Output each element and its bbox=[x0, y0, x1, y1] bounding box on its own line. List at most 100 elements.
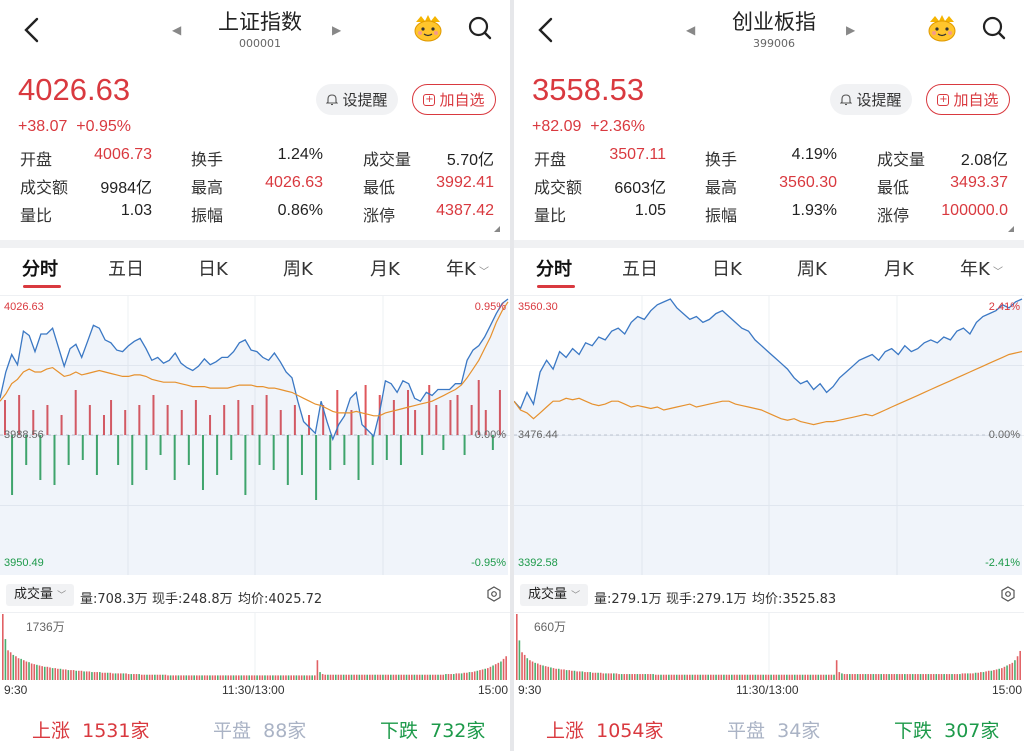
mascot-icon[interactable] bbox=[412, 14, 444, 42]
volume-bar bbox=[730, 674, 733, 680]
add-watchlist-button[interactable]: + 加自选 bbox=[412, 84, 496, 115]
stats-row: 开盘 3507.11 换手 4.19% 成交量 2.08亿 bbox=[514, 146, 1024, 172]
volume-bar bbox=[240, 675, 243, 680]
back-icon[interactable] bbox=[534, 16, 560, 44]
prev-index-arrow-icon[interactable]: ◀ bbox=[686, 23, 696, 37]
volume-bar bbox=[641, 674, 644, 680]
stat-value: 2.08亿 bbox=[960, 152, 1008, 169]
volume-bar bbox=[668, 674, 670, 680]
back-icon[interactable] bbox=[20, 16, 46, 44]
volume-chart[interactable]: 660万 bbox=[514, 612, 1024, 682]
intraday-chart[interactable]: 3560.30 3476.44 3392.58 2.41% 0.00% -2.41% bbox=[514, 295, 1024, 576]
volume-bar bbox=[332, 674, 334, 680]
next-index-arrow-icon[interactable]: ▶ bbox=[846, 23, 856, 37]
prev-index-arrow-icon[interactable]: ◀ bbox=[172, 23, 182, 37]
volume-bar bbox=[80, 670, 83, 680]
volume-bar bbox=[494, 664, 497, 680]
volume-bar bbox=[206, 675, 209, 680]
breadth-bar bbox=[216, 435, 219, 475]
add-watchlist-button[interactable]: + 加自选 bbox=[926, 84, 1010, 115]
volume-bar bbox=[775, 674, 778, 680]
volume-bar bbox=[279, 675, 282, 680]
index-code: 399006 bbox=[753, 37, 795, 50]
volume-bar bbox=[264, 675, 266, 680]
volume-bar bbox=[193, 675, 195, 680]
volume-bar bbox=[88, 671, 91, 680]
mascot-icon[interactable] bbox=[926, 14, 958, 42]
volume-bar bbox=[888, 674, 890, 680]
axis-label-top-left: 3560.30 bbox=[518, 301, 558, 313]
next-index-arrow-icon[interactable]: ▶ bbox=[332, 23, 342, 37]
volume-bar bbox=[135, 674, 138, 680]
search-icon[interactable] bbox=[467, 15, 493, 41]
volume-bar bbox=[15, 656, 17, 680]
decliners-count: 732家 bbox=[430, 720, 486, 742]
volume-bar bbox=[340, 674, 342, 680]
gear-icon[interactable] bbox=[1000, 586, 1016, 602]
set-alert-button[interactable]: 设提醒 bbox=[316, 84, 398, 115]
expand-corner-icon[interactable] bbox=[1008, 226, 1014, 232]
volume-bar bbox=[827, 674, 830, 680]
volume-bar bbox=[9, 652, 12, 680]
volume-bar bbox=[387, 674, 389, 680]
volume-bar bbox=[64, 669, 67, 680]
tab-1[interactable]: 五日 bbox=[108, 259, 144, 280]
volume-bar bbox=[46, 666, 49, 680]
volume-bar bbox=[28, 662, 30, 680]
volume-selector[interactable]: 成交量 ﹀ bbox=[520, 584, 589, 606]
volume-bar bbox=[822, 674, 825, 680]
chart-period-tabs: 分时 五日 日K 周K 月K 年K ﹀ bbox=[0, 255, 510, 285]
search-icon[interactable] bbox=[981, 15, 1007, 41]
gear-icon[interactable] bbox=[486, 586, 502, 602]
volume-bar bbox=[607, 673, 610, 680]
stat-label: 最高 bbox=[191, 178, 224, 197]
volume-bar bbox=[51, 668, 54, 680]
tab-0[interactable]: 分时 bbox=[22, 259, 58, 280]
volume-bar bbox=[615, 673, 618, 680]
volume-bar bbox=[237, 675, 240, 680]
volume-bar bbox=[272, 675, 274, 680]
price-change: +38.07 +0.95% bbox=[18, 118, 131, 136]
breadth-bar bbox=[258, 435, 261, 465]
current-price: 4026.63 bbox=[18, 72, 131, 107]
tab-1[interactable]: 五日 bbox=[622, 259, 658, 280]
volume-bar bbox=[662, 674, 665, 680]
volume-bar bbox=[670, 674, 673, 680]
volume-bar bbox=[675, 674, 678, 680]
volume-bar bbox=[636, 674, 639, 680]
volume-avg-price: 均价:3525.83 bbox=[752, 592, 837, 607]
volume-selector[interactable]: 成交量 ﹀ bbox=[6, 584, 75, 606]
expand-corner-icon[interactable] bbox=[494, 226, 500, 232]
breadth-bar bbox=[442, 435, 445, 450]
volume-bar bbox=[466, 672, 468, 680]
tab-2[interactable]: 日K bbox=[198, 259, 228, 280]
tab-4[interactable]: 月K bbox=[884, 259, 914, 280]
volume-bar bbox=[956, 674, 959, 680]
tab-3[interactable]: 周K bbox=[283, 259, 313, 280]
tab-0[interactable]: 分时 bbox=[536, 259, 572, 280]
volume-chart[interactable]: 1736万 bbox=[0, 612, 510, 682]
set-alert-button[interactable]: 设提醒 bbox=[830, 84, 912, 115]
volume-bar bbox=[843, 674, 846, 680]
volume-bar bbox=[712, 674, 715, 680]
intraday-chart[interactable]: 4026.63 3988.56 3950.49 0.95% 0.00% -0.95% bbox=[0, 295, 510, 576]
tab-3[interactable]: 周K bbox=[797, 259, 827, 280]
stat-label: 成交量 bbox=[877, 150, 926, 169]
volume-bar bbox=[175, 675, 177, 680]
volume-bar bbox=[355, 674, 358, 680]
volume-bar bbox=[1001, 668, 1003, 680]
volume-bar bbox=[2, 614, 4, 680]
volume-bar bbox=[814, 674, 817, 680]
price-area bbox=[514, 299, 1022, 575]
volume-bar bbox=[576, 671, 578, 680]
decliners: 下跌 732家 bbox=[380, 716, 485, 743]
advancers-count: 1531家 bbox=[82, 720, 150, 742]
volume-bar bbox=[974, 672, 977, 680]
volume-bar bbox=[484, 668, 487, 680]
volume-bar bbox=[99, 672, 101, 680]
volume-bar bbox=[523, 654, 526, 680]
tab-5[interactable]: 年K ﹀ bbox=[960, 259, 1003, 280]
tab-2[interactable]: 日K bbox=[712, 259, 742, 280]
tab-4[interactable]: 月K bbox=[370, 259, 400, 280]
tab-5[interactable]: 年K ﹀ bbox=[446, 259, 489, 280]
